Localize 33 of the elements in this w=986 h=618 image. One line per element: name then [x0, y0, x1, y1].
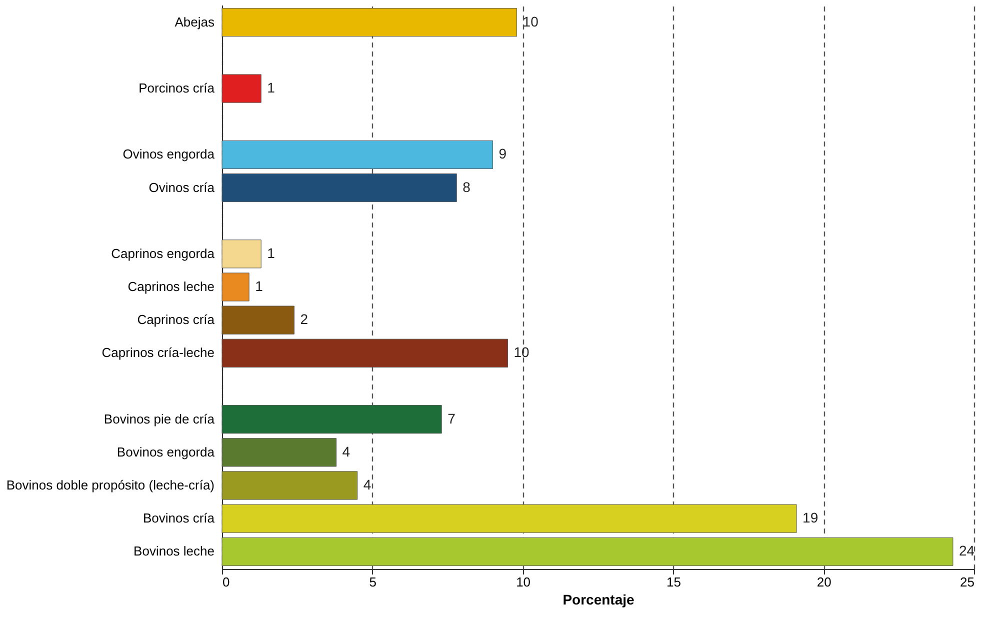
data-label: 1 — [267, 80, 276, 96]
x-tick-label: 5 — [369, 574, 377, 590]
x-tick-label: 15 — [666, 574, 681, 590]
y-tick-label: Caprinos cría-leche — [102, 345, 214, 360]
data-label: 8 — [462, 178, 471, 195]
x-tick-label: 0 — [222, 574, 230, 590]
data-label: 9 — [498, 146, 507, 162]
x-tick-label: 20 — [816, 574, 832, 590]
data-label: 4 — [342, 443, 350, 460]
y-tick-label: Bovinos leche — [134, 544, 214, 559]
y-tick-label: Bovinos cría — [142, 510, 216, 526]
x-tick-label: 10 — [516, 574, 531, 590]
y-tick-label: Ovinos cría — [148, 180, 216, 195]
data-label: 10 — [522, 13, 539, 30]
y-tick-label: Caprinos cría — [137, 312, 216, 328]
y-tick-label: Bovinos engorda — [116, 444, 216, 460]
y-tick-label: Caprinos leche — [128, 279, 214, 294]
data-label: 1 — [255, 278, 264, 294]
data-label: 24 — [958, 542, 975, 559]
y-tick-label: Abejas — [174, 14, 215, 30]
x-axis-title: Porcentaje — [562, 592, 635, 608]
data-label: 1 — [267, 244, 276, 261]
x-tick-label: 25 — [960, 574, 974, 590]
y-tick-label: Ovinos engorda — [122, 146, 216, 162]
y-tick-label: Bovinos doble propósito (leche-cría) — [6, 477, 214, 492]
data-label: 2 — [300, 311, 308, 328]
y-tick-label: Porcinos cría — [138, 80, 216, 96]
y-tick-label: Caprinos engorda — [111, 246, 216, 261]
data-label: 19 — [802, 510, 818, 526]
data-label: 4 — [363, 476, 372, 492]
data-label: 7 — [448, 410, 456, 426]
data-label: 10 — [514, 344, 530, 360]
y-tick-label: Bovinos pie de cría — [104, 411, 216, 426]
